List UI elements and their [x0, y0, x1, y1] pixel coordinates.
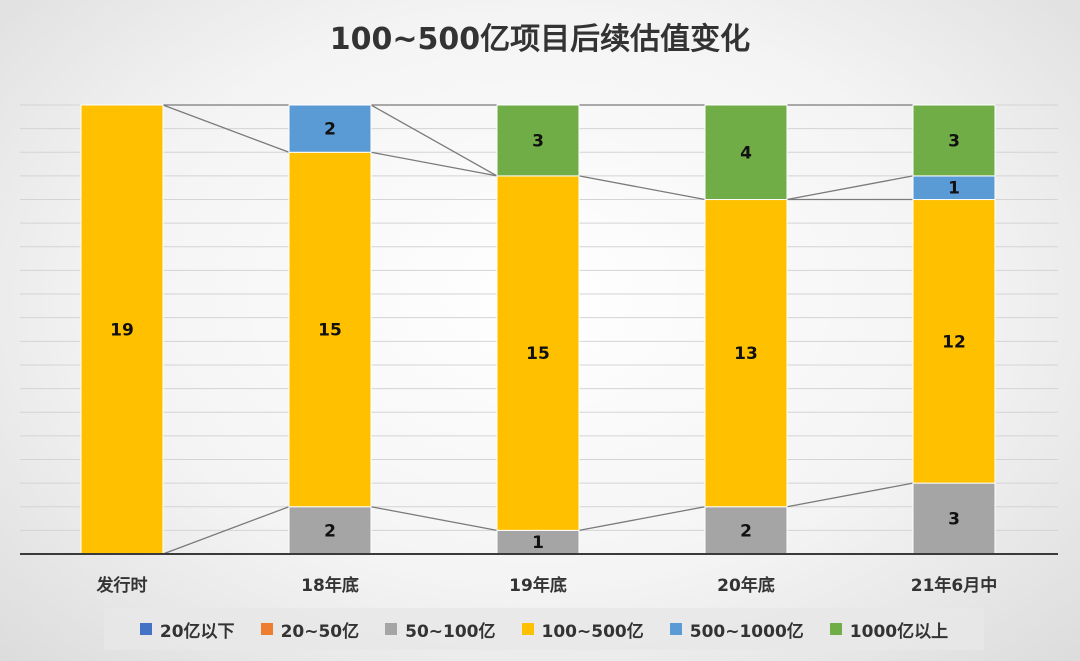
legend-swatch [385, 623, 398, 635]
legend-item: 20亿以下 [139, 617, 235, 642]
data-label: 15 [526, 344, 550, 364]
legend-swatch [829, 623, 842, 635]
data-label: 12 [942, 332, 966, 352]
connector-line [578, 175, 706, 201]
connector-line [786, 482, 914, 508]
bar-segment [80, 104, 164, 555]
legend-item: 50~100亿 [385, 617, 496, 642]
bar-segment [704, 104, 788, 201]
connector-line [578, 506, 706, 532]
connector-line [162, 104, 290, 153]
x-tick-label: 20年底 [717, 575, 775, 596]
legend-label: 1000亿以上 [849, 621, 949, 642]
bar-segment [288, 151, 372, 508]
legend-swatch [669, 623, 682, 635]
x-tick-label: 18年底 [301, 575, 359, 596]
legend-item: 1000亿以上 [829, 617, 949, 642]
stacked-bar-chart: 发行时 18年底 19年底 20年底 21年6月中 192152115321343121… [20, 104, 1058, 596]
data-label: 19 [110, 321, 134, 341]
legend: 20亿以下 20~50亿 50~100亿 100~500亿 500~1000亿 1000亿… [104, 608, 984, 650]
bar-segment [912, 104, 996, 177]
data-label: 3 [948, 131, 960, 151]
data-label: 3 [948, 510, 960, 530]
bars [80, 104, 996, 555]
legend-item: 100~500亿 [521, 617, 644, 642]
data-label: 4 [740, 143, 752, 163]
legend-item: 20~50亿 [260, 617, 360, 642]
legend-label: 50~100亿 [405, 621, 496, 642]
x-tick-label: 19年底 [509, 575, 567, 596]
bar-segment [912, 199, 996, 484]
data-label: 2 [740, 521, 752, 541]
bar-segment [288, 506, 372, 555]
legend-label: 20亿以下 [159, 621, 235, 642]
connector-line [786, 175, 914, 201]
legend-label: 20~50亿 [280, 621, 360, 642]
connector-line [370, 506, 498, 532]
x-tick-label: 发行时 [96, 575, 148, 596]
data-label: 15 [318, 321, 342, 341]
connector-line [162, 506, 290, 555]
legend-swatch [521, 623, 534, 635]
bar-segment [288, 104, 372, 153]
bar-segment [704, 199, 788, 508]
legend-label: 100~500亿 [541, 621, 644, 642]
bar-segment [912, 482, 996, 555]
legend-label: 500~1000亿 [689, 621, 804, 642]
data-label: 1 [532, 533, 544, 553]
bar-segment [704, 506, 788, 555]
connector-line [370, 151, 498, 177]
legend-swatch [260, 623, 273, 635]
x-axis: 发行时 18年底 19年底 20年底 21年6月中 [20, 553, 1058, 596]
bar-segment [496, 104, 580, 177]
chart-title: 100~500亿项目后续估值变化 [329, 22, 751, 57]
data-label: 2 [324, 521, 336, 541]
data-label: 1 [948, 179, 960, 199]
x-tick-label: 21年6月中 [911, 575, 998, 596]
data-label: 2 [324, 120, 336, 140]
data-label: 3 [532, 131, 544, 151]
series-connector-lines [162, 104, 914, 555]
legend-swatch [139, 623, 152, 635]
data-label: 13 [734, 344, 758, 364]
legend-item: 500~1000亿 [669, 617, 804, 642]
connector-line [370, 104, 498, 177]
